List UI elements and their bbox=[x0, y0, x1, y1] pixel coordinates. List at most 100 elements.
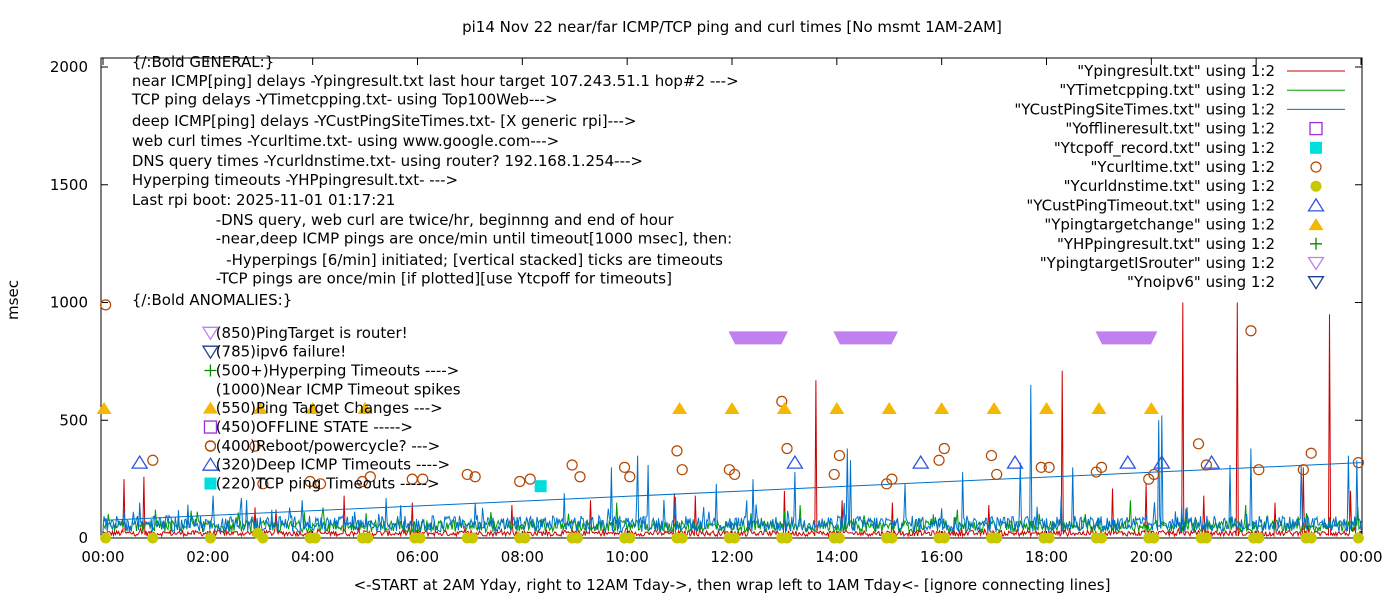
series-ycurldnstime-txt-using-1-2-point bbox=[781, 532, 793, 544]
info-line: deep ICMP[ping] delays -YCustPingSiteTim… bbox=[132, 112, 637, 130]
x-tick-label: 14:00 bbox=[815, 548, 858, 566]
info-marker bbox=[201, 345, 220, 360]
info-line: (400)Reboot/powercycle? ---> bbox=[216, 437, 440, 455]
y-axis-ticks: 0 500 1000 1500 2000 bbox=[50, 58, 1362, 547]
series-ycurldnstime-txt-using-1-2-point bbox=[886, 532, 898, 544]
legend-entry-label: "Ypingtargetchange" using 1:2 bbox=[1044, 216, 1275, 234]
info-marker bbox=[201, 326, 220, 341]
series-ypingtargetchange-using-1-2-point bbox=[96, 401, 112, 414]
legend-marker-sample bbox=[1308, 218, 1324, 231]
series-ypingtargetchange-using-1-2-point bbox=[357, 401, 373, 414]
series-ycurltime-txt-using-1-2-point bbox=[249, 440, 261, 452]
legend-marker-sample bbox=[1309, 121, 1323, 136]
x-axis-label: <-START at 2AM Yday, right to 12AM Tday-… bbox=[354, 576, 1111, 594]
series-ycurltime-txt-using-1-2-point bbox=[833, 449, 846, 462]
series-ypingtargetchange-using-1-2-point bbox=[305, 401, 321, 414]
series-ycurltime-txt-using-1-2-point bbox=[524, 473, 536, 485]
series-ypingtargetchange-using-1-2-point bbox=[1039, 401, 1054, 414]
info-line: -near,deep ICMP pings are once/min until… bbox=[216, 230, 733, 248]
legend-marker-sample bbox=[1307, 256, 1325, 271]
info-line: (220)TCP ping Timeouts -----> bbox=[216, 475, 440, 493]
series-ycurltime-txt-using-1-2-point bbox=[1352, 457, 1364, 469]
legend-entry-label: "Ytcpoff_record.txt" using 1:2 bbox=[1054, 139, 1275, 158]
marker-layer bbox=[96, 299, 1364, 544]
series-ypingtargetchange-using-1-2-point bbox=[724, 401, 740, 414]
series-ypingtargetchange-using-1-2-point bbox=[1091, 401, 1107, 414]
series-ycurltime-txt-using-1-2-point bbox=[938, 442, 950, 455]
series-ycurltime-txt-using-1-2-point bbox=[671, 445, 683, 457]
series-ycurltime-txt-using-1-2-point bbox=[828, 468, 840, 481]
series-ycurltime-txt-using-1-2-point bbox=[985, 449, 998, 462]
series-ycurldnstime-txt-using-1-2-point bbox=[571, 532, 583, 544]
y-tick-label: 1500 bbox=[50, 176, 88, 194]
x-tick-label: 10:00 bbox=[606, 548, 649, 566]
series-ycurldnstime-txt-using-1-2-point bbox=[414, 532, 426, 544]
series-ycustpingtimeout-txt-using-1-2-point bbox=[131, 454, 149, 469]
series-ycurldnstime-txt-using-1-2-point bbox=[1096, 532, 1108, 544]
y-tick-label: 1000 bbox=[50, 294, 88, 312]
series-ycurltime-txt-using-1-2-point bbox=[1305, 447, 1317, 459]
y-tick-label: 2000 bbox=[50, 58, 88, 76]
series-ycurltime-txt-using-1-2-point bbox=[618, 461, 631, 473]
series-ycurltime-txt-using-1-2-point bbox=[304, 475, 316, 488]
y-tick-label: 0 bbox=[78, 529, 88, 547]
info-line: (450)OFFLINE STATE -----> bbox=[216, 418, 413, 436]
series-ycurltime-txt-using-1-2-point bbox=[624, 471, 636, 483]
series-ycustpingtimeout-txt-using-1-2-point bbox=[912, 454, 930, 469]
info-line: DNS query times -Ycurldnstime.txt- using… bbox=[132, 152, 643, 170]
series-ypingtargetisrouter-using-1-2-band bbox=[1095, 331, 1158, 345]
series-ycurltime-txt-using-1-2-point bbox=[574, 471, 586, 483]
info-line: (850)PingTarget is router! bbox=[216, 324, 408, 342]
series-ycurldnstime-txt-using-1-2-point bbox=[624, 532, 636, 544]
x-tick-label: 00:00 bbox=[1339, 548, 1382, 566]
info-line: -TCP pings are once/min [if plotted][use… bbox=[216, 270, 672, 288]
legend-entry-label: "YCustPingSiteTimes.txt" using 1:2 bbox=[1014, 100, 1275, 118]
trend-line bbox=[102, 462, 1362, 521]
series-ycurldnstime-txt-using-1-2-point bbox=[204, 532, 216, 544]
series-ycurltime-txt-using-1-2-point bbox=[1192, 438, 1205, 450]
x-tick-label: 18:00 bbox=[1025, 548, 1068, 566]
info-line: -Hyperpings [6/min] initiated; [vertical… bbox=[226, 251, 723, 269]
info-line: Hyperping timeouts -YHPpingresult.txt- -… bbox=[132, 171, 458, 189]
series-ycurldnstime-txt-using-1-2-point bbox=[147, 532, 159, 544]
series-ycurltime-txt-using-1-2-point bbox=[100, 299, 112, 311]
info-marker bbox=[204, 477, 217, 490]
x-tick-label: 06:00 bbox=[396, 548, 439, 566]
x-tick-label: 22:00 bbox=[1235, 548, 1278, 566]
legend-marker-sample bbox=[1310, 237, 1322, 250]
legend-entry-label: "YCustPingTimeout.txt" using 1:2 bbox=[1026, 196, 1275, 214]
series-ycurldnstime-txt-using-1-2-point bbox=[833, 532, 845, 544]
series-ycurldnstime-txt-using-1-2-point bbox=[257, 532, 269, 544]
legend-marker-sample bbox=[1307, 197, 1325, 212]
info-line: web curl times -Ycurltime.txt- using www… bbox=[132, 132, 559, 150]
legend-marker-sample bbox=[1310, 161, 1322, 173]
info-line: (550)Ping Target Changes ---> bbox=[216, 399, 443, 417]
series-ycurltime-txt-using-1-2-point bbox=[1253, 464, 1265, 476]
series-ycurltime-txt-using-1-2-point bbox=[886, 473, 898, 485]
series-ycurltime-txt-using-1-2-point bbox=[469, 471, 481, 483]
series-ycurltime-txt-using-1-2-point bbox=[676, 464, 688, 476]
legend-entry-label: "Ypingresult.txt" using 1:2 bbox=[1077, 62, 1275, 80]
series-ycurldnstime-txt-using-1-2-point bbox=[100, 532, 112, 544]
x-tick-label: 04:00 bbox=[291, 548, 334, 566]
series-ycustpingtimeout-txt-using-1-2-point bbox=[1006, 454, 1024, 469]
series-ycurltime-txt-using-1-2-point bbox=[781, 442, 793, 455]
series-ycurltime-txt-using-1-2-point bbox=[1200, 459, 1212, 471]
series-ypingtargetchange-using-1-2-point bbox=[776, 401, 792, 414]
series-ypingtargetchange-using-1-2-point bbox=[986, 401, 1002, 414]
info-marker bbox=[202, 401, 218, 414]
series-ycurltime-txt-using-1-2-point bbox=[364, 471, 376, 483]
series-ypingtargetchange-using-1-2-point bbox=[252, 401, 268, 414]
info-line: (785)ipv6 failure! bbox=[216, 343, 347, 361]
info-marker bbox=[204, 364, 217, 377]
series-ycurldnstime-txt-using-1-2-point bbox=[1043, 532, 1055, 544]
series-ycurltime-txt-using-1-2-point bbox=[933, 454, 945, 466]
series-ycustpingtimeout-txt-using-1-2-point bbox=[1119, 454, 1137, 469]
series-ycurltime-txt-using-1-2-point bbox=[417, 473, 429, 485]
series-ycustpingtimeout-txt-using-1-2-point bbox=[786, 454, 804, 469]
series-ycurldnstime-txt-using-1-2-point bbox=[991, 532, 1003, 544]
legend-entry-label: "YHPpingresult.txt" using 1:2 bbox=[1057, 235, 1275, 253]
chart-title: pi14 Nov 22 near/far ICMP/TCP ping and c… bbox=[462, 18, 1002, 36]
x-tick-label: 00:00 bbox=[81, 548, 124, 566]
